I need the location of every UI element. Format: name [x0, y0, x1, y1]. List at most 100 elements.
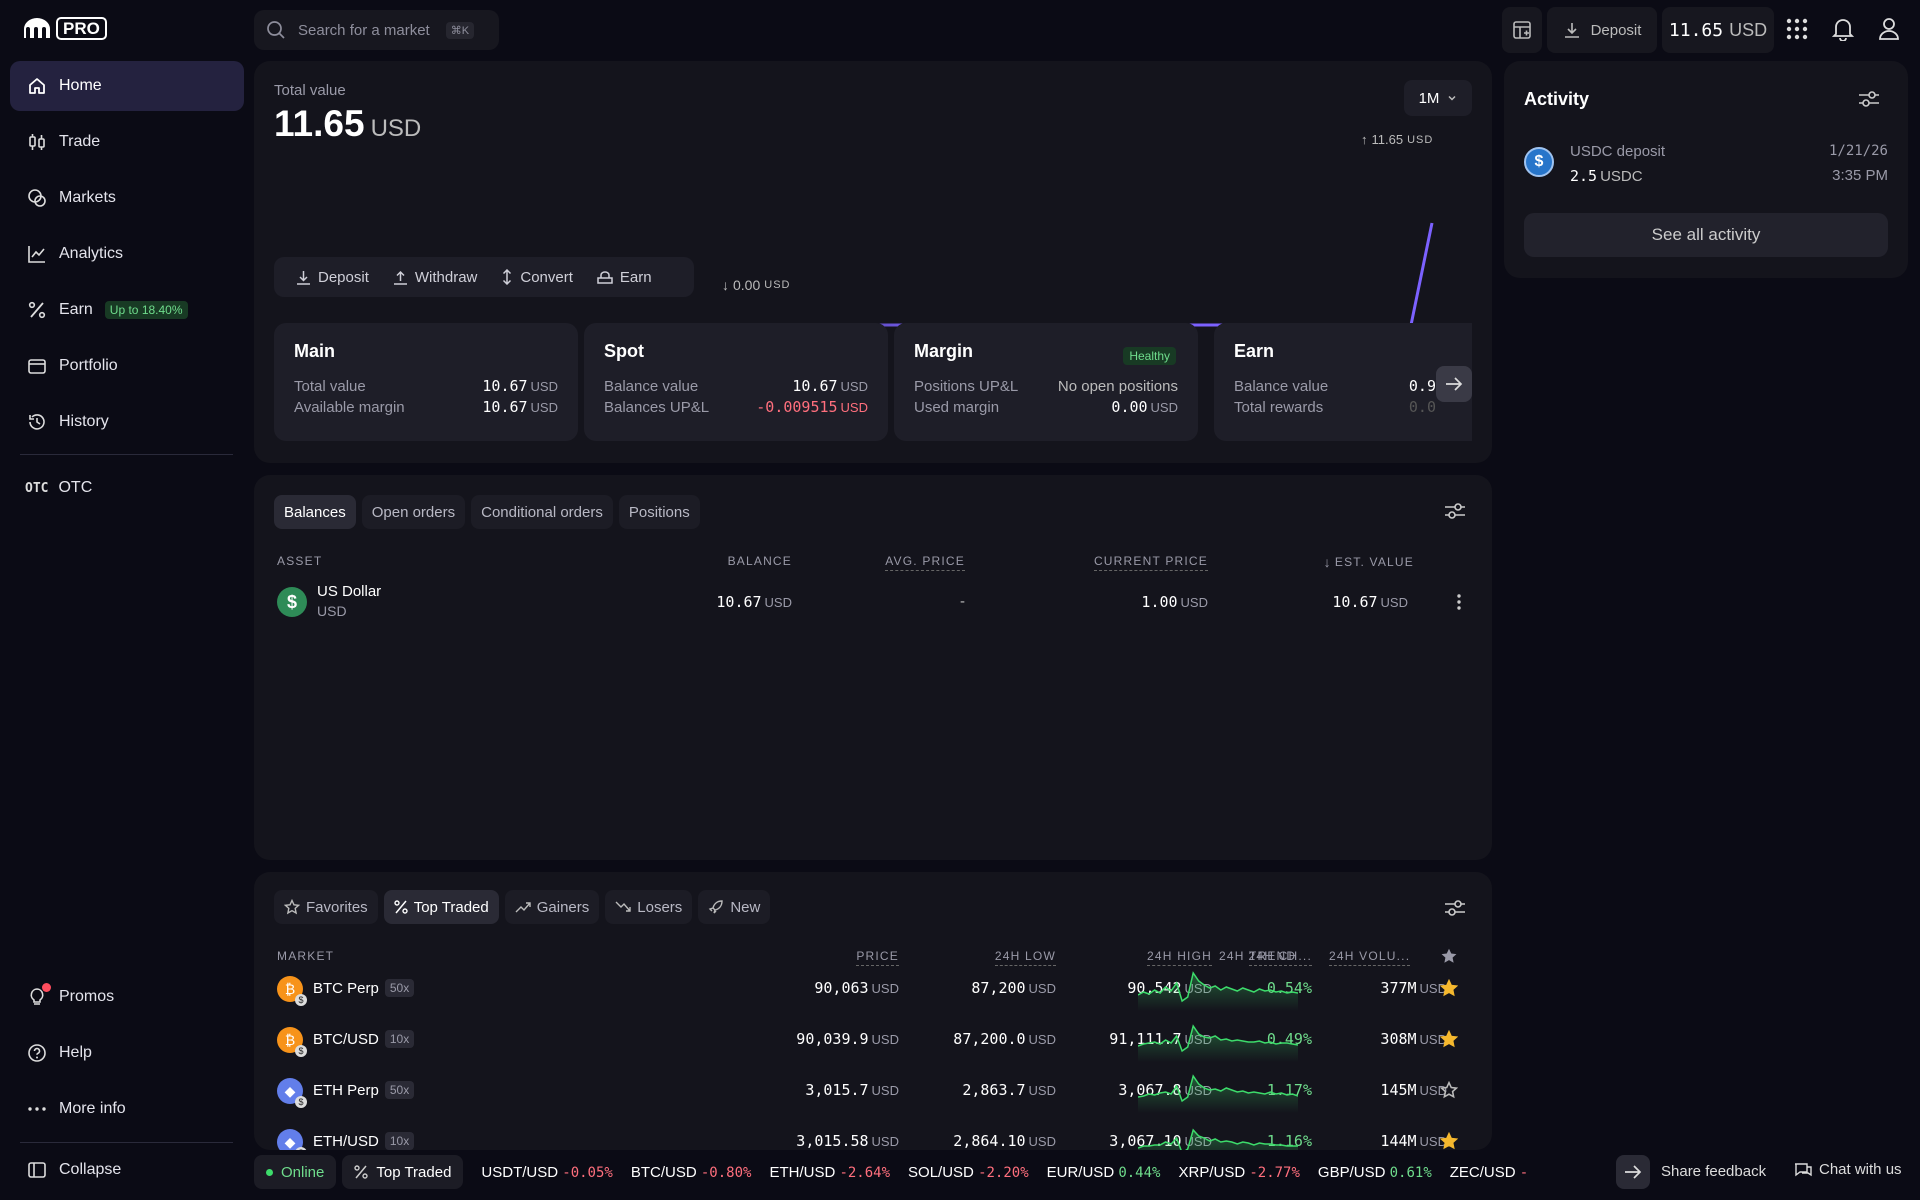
layout-button[interactable]: [1502, 7, 1542, 53]
usdc-coin-icon: $: [1524, 147, 1554, 177]
deposit-action-button[interactable]: Deposit: [296, 269, 369, 286]
markets-filter-button[interactable]: [1444, 898, 1466, 918]
sidebar-divider: [20, 454, 233, 455]
portfolio-value-line: [714, 222, 1434, 327]
activity-amount-value: 2.5: [1570, 167, 1598, 185]
sidebar-item-label: Earn: [59, 301, 93, 318]
balances-panel: Balances Open orders Conditional orders …: [254, 475, 1492, 860]
star-filled-icon[interactable]: [1440, 1132, 1458, 1150]
help-icon: [25, 1041, 49, 1065]
sidebar-item-more-info[interactable]: More info: [10, 1084, 244, 1134]
tab-losers[interactable]: Losers: [605, 890, 693, 924]
account-button[interactable]: [1878, 17, 1900, 41]
kraken-logo-icon: [24, 17, 50, 38]
download-icon: [297, 270, 310, 285]
ticker-item[interactable]: BTC/USD -0.80%: [631, 1164, 752, 1181]
table-row[interactable]: $ US Dollar USD 10.67 USD - 1.00 USD 10.67…: [254, 577, 1492, 627]
sidebar-item-label: History: [59, 413, 109, 430]
sidebar-item-portfolio[interactable]: Portfolio: [10, 341, 244, 391]
quick-actions-bar: Deposit Withdraw Convert Earn: [274, 257, 694, 297]
activity-item[interactable]: $ USDC deposit 2.5 USDC 1/21/26 3:35 PM: [1524, 143, 1888, 193]
sidebar: PRO Home Trade Markets Analytics Earn Up…: [0, 0, 245, 1200]
deposit-button[interactable]: Deposit: [1547, 7, 1657, 53]
sidebar-item-earn[interactable]: Earn Up to 18.40%: [10, 285, 244, 335]
tab-gainers[interactable]: Gainers: [504, 890, 600, 924]
share-feedback-button[interactable]: Share feedback: [1661, 1163, 1767, 1180]
volume-unit: USD: [1419, 1032, 1447, 1047]
see-all-activity-button[interactable]: See all activity: [1524, 213, 1888, 257]
collapse-button[interactable]: Collapse: [10, 1147, 244, 1193]
activity-filter-button[interactable]: [1858, 89, 1880, 109]
trend-sparkline: [1138, 971, 1298, 1011]
table-row[interactable]: ₿ $ BTC Perp 50x 90,063 USD 87,200 USD 90,54…: [254, 963, 1492, 1013]
range-selector[interactable]: 1M: [1404, 80, 1472, 116]
sidebar-item-label: OTC: [58, 479, 93, 496]
tab-balances[interactable]: Balances: [274, 495, 356, 529]
sidebar-item-trade[interactable]: Trade: [10, 117, 244, 167]
tab-top-traded[interactable]: Top Traded: [383, 890, 499, 924]
col-24h-volume[interactable]: 24H VOLU...: [1329, 949, 1411, 966]
balances-filter-button[interactable]: [1444, 501, 1466, 521]
leverage-badge: 50x: [384, 1081, 415, 1099]
ticker-category-selector[interactable]: Top Traded: [342, 1155, 464, 1189]
ticker-item[interactable]: ETH/USD -2.64%: [769, 1164, 890, 1181]
withdraw-action-button[interactable]: Withdraw: [393, 269, 477, 286]
col-current-price[interactable]: CURRENT PRICE: [1093, 554, 1208, 571]
volume-value: 308M: [1380, 1030, 1417, 1048]
tab-positions[interactable]: Positions: [618, 495, 700, 529]
ticker-item[interactable]: GBP/USD 0.61%: [1318, 1164, 1432, 1181]
connection-status[interactable]: Online: [254, 1155, 337, 1189]
convert-action-button[interactable]: Convert: [501, 269, 573, 286]
sidebar-item-markets[interactable]: Markets: [10, 173, 244, 223]
apps-grid-button[interactable]: [1786, 18, 1808, 40]
price-value: 3,015.58: [796, 1132, 869, 1150]
cards-next-button[interactable]: [1436, 366, 1472, 402]
arrow-right-icon: [1446, 377, 1463, 391]
ticker-item[interactable]: USDT/USD -0.05%: [481, 1164, 612, 1181]
ticker-item[interactable]: XRP/USD -2.77%: [1178, 1164, 1299, 1181]
tab-new[interactable]: New: [698, 890, 771, 924]
col-est-value[interactable]: ↓ EST. VALUE: [1324, 554, 1414, 570]
sidebar-item-analytics[interactable]: Analytics: [10, 229, 244, 279]
notifications-button[interactable]: [1832, 17, 1854, 41]
table-row[interactable]: ₿ $ BTC/USD 10x 90,039.9 USD 87,200.0 USD 91…: [254, 1014, 1492, 1064]
col-avg-price[interactable]: AVG. PRICE: [885, 554, 965, 571]
tab-open-orders[interactable]: Open orders: [361, 495, 466, 529]
share-feedback-icon-button[interactable]: [1616, 1155, 1650, 1189]
ticker-change: -2.77%: [1249, 1164, 1300, 1181]
sidebar-item-help[interactable]: Help: [10, 1028, 244, 1078]
sidebar-item-promos[interactable]: Promos: [10, 972, 244, 1022]
kraken-pro-logo[interactable]: PRO: [22, 17, 107, 40]
col-24h-low[interactable]: 24H LOW: [994, 949, 1056, 966]
sidebar-item-home[interactable]: Home: [10, 61, 244, 111]
sparkline-line: [1138, 971, 1298, 1003]
leverage-badge: 10x: [384, 1132, 415, 1150]
sidebar-bottom-divider: [20, 1142, 233, 1143]
price-unit: USD: [871, 981, 899, 996]
star-outline-icon[interactable]: [1440, 1081, 1458, 1099]
col-24h-change[interactable]: 24H CH...: [1248, 949, 1312, 966]
sidebar-item-otc[interactable]: OTC OTC: [10, 463, 244, 513]
chat-button[interactable]: Chat with us: [1794, 1161, 1902, 1178]
col-24h-high[interactable]: 24H HIGH: [1147, 949, 1212, 966]
sidebar-item-history[interactable]: History: [10, 397, 244, 447]
row-menu-button[interactable]: [1456, 593, 1462, 611]
col-price[interactable]: PRICE: [856, 949, 899, 966]
rocket-icon: [709, 900, 724, 914]
ticker-item[interactable]: EUR/USD 0.44%: [1047, 1164, 1161, 1181]
balance-button[interactable]: 11.65 USD: [1662, 7, 1774, 53]
earn-action-button[interactable]: Earn: [597, 269, 652, 286]
price-value: 90,063: [814, 979, 869, 997]
star-filled-icon[interactable]: [1440, 979, 1458, 997]
table-row[interactable]: ◆ $ ETH Perp 50x 3,015.7 USD 2,863.7 USD 3,0…: [254, 1065, 1492, 1115]
tab-label: New: [730, 898, 761, 916]
ticker-item[interactable]: ZEC/USD -: [1450, 1164, 1528, 1181]
market-search[interactable]: Search for a market ⌘K: [254, 10, 499, 50]
star-filled-icon[interactable]: [1440, 1030, 1458, 1048]
tab-favorites[interactable]: Favorites: [274, 890, 378, 924]
search-icon: [267, 21, 285, 39]
ticker-item[interactable]: SOL/USD -2.20%: [908, 1164, 1029, 1181]
earn-rate-badge: Up to 18.40%: [104, 301, 188, 319]
tab-conditional-orders[interactable]: Conditional orders: [471, 495, 613, 529]
